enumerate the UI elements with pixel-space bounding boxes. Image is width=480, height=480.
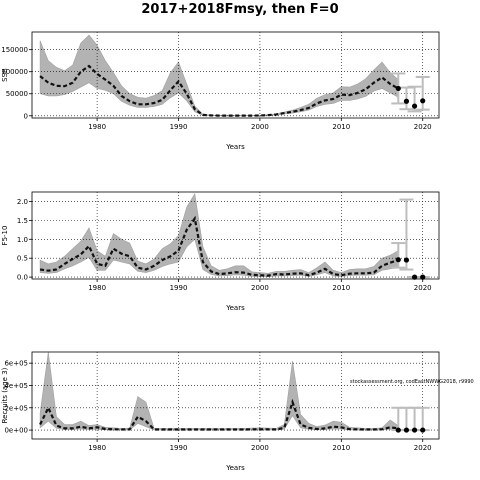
fbar-xtick-label: 1990: [170, 284, 188, 292]
ssb-forecast-point: [411, 103, 418, 109]
recruits-ytick-label: 2e+05: [4, 404, 28, 412]
ssb-ytick-label: 100000: [1, 68, 28, 76]
fbar-forecast-point: [403, 257, 410, 263]
fbar-ytick-label: 1.0: [17, 236, 28, 244]
ssb-ytick-label: 150000: [1, 46, 28, 54]
ssb-forecast-point: [420, 98, 426, 104]
recruits-ytick-label: 6e+05: [4, 360, 28, 368]
stockassessment-note: stockassessment.org, codEastNWWG2018, r9…: [350, 379, 474, 385]
ssb-panel: 1980 1990 2000 2010 2020 0 50000 100000 150000 Ye…: [1, 31, 440, 151]
recruits-confidence-band: [39, 351, 399, 431]
recruits-forecast-point: [395, 427, 401, 433]
ssb-ylabel: SSB: [1, 68, 9, 82]
fbar-ylabel: F5-10: [1, 226, 9, 246]
fbar-forecast-point: [395, 257, 401, 263]
ssb-xtick-label: 2020: [414, 123, 432, 131]
fbar-xlabel: Years: [225, 304, 245, 312]
fbar-estimate-line: [39, 215, 399, 277]
recruits-xtick-label: 2000: [251, 444, 269, 452]
recruits-xtick-label: 1980: [88, 444, 106, 452]
ssb-forecast-point: [403, 98, 410, 104]
recruits-forecast-point: [403, 427, 410, 433]
fbar-ytick-label: 0.0: [17, 274, 28, 282]
ssb-estimate-line: [39, 64, 399, 117]
fbar-ytick-label: 1.5: [17, 217, 28, 225]
recruits-xtick-label: 2010: [332, 444, 350, 452]
ssb-ytick-label: 50000: [6, 90, 28, 98]
ssb-forecast-point: [395, 85, 401, 92]
recruits-xtick-label: 1990: [170, 444, 188, 452]
fbar-confidence-band: [39, 193, 399, 278]
recruits-xlabel: Years: [225, 464, 245, 472]
fbar-forecast-point: [420, 274, 426, 280]
ssb-xlabel: Years: [225, 143, 245, 151]
ssb-xtick-label: 2010: [332, 123, 350, 131]
recruits-ytick-label: 4e+05: [4, 382, 28, 390]
fbar-xtick-label: 2010: [332, 284, 350, 292]
ssb-plot-frame: [31, 31, 440, 119]
ssb-confidence-band: [39, 34, 399, 117]
ssb-ytick-label: 0: [24, 112, 28, 120]
fbar-xtick-label: 2000: [251, 284, 269, 292]
ssb-xtick-label: 1990: [170, 123, 188, 131]
recruits-plot-frame: [31, 351, 440, 440]
recruits-xtick-label: 2020: [414, 444, 432, 452]
fbar-plot-frame: [31, 191, 440, 280]
fbar-ytick-label: 2.0: [17, 198, 28, 206]
recruits-forecast-point: [411, 427, 418, 433]
fbar-forecast-point: [411, 274, 418, 280]
recruits-ylabel: Recruits (age 3): [1, 367, 9, 423]
figure-title: 2017+2018Fmsy, then F=0: [141, 2, 338, 17]
recruits-ytick-label: 0e+00: [4, 427, 28, 435]
fbar-panel: 1980 1990 2000 2010 2020 0.0 0.5 1.0 1.5 2.0 Years…: [1, 191, 440, 312]
fbar-ytick-label: 0.5: [17, 255, 28, 263]
fbar-xtick-label: 1980: [88, 284, 106, 292]
recruits-panel: 1980 1990 2000 2010 2020 0e+00 2e+05 4e+05 6e+05…: [1, 351, 440, 472]
ssb-xtick-label: 2000: [251, 123, 269, 131]
ssb-xtick-label: 1980: [88, 123, 106, 131]
recruits-forecast-point: [420, 427, 426, 433]
fbar-xtick-label: 2020: [414, 284, 432, 292]
